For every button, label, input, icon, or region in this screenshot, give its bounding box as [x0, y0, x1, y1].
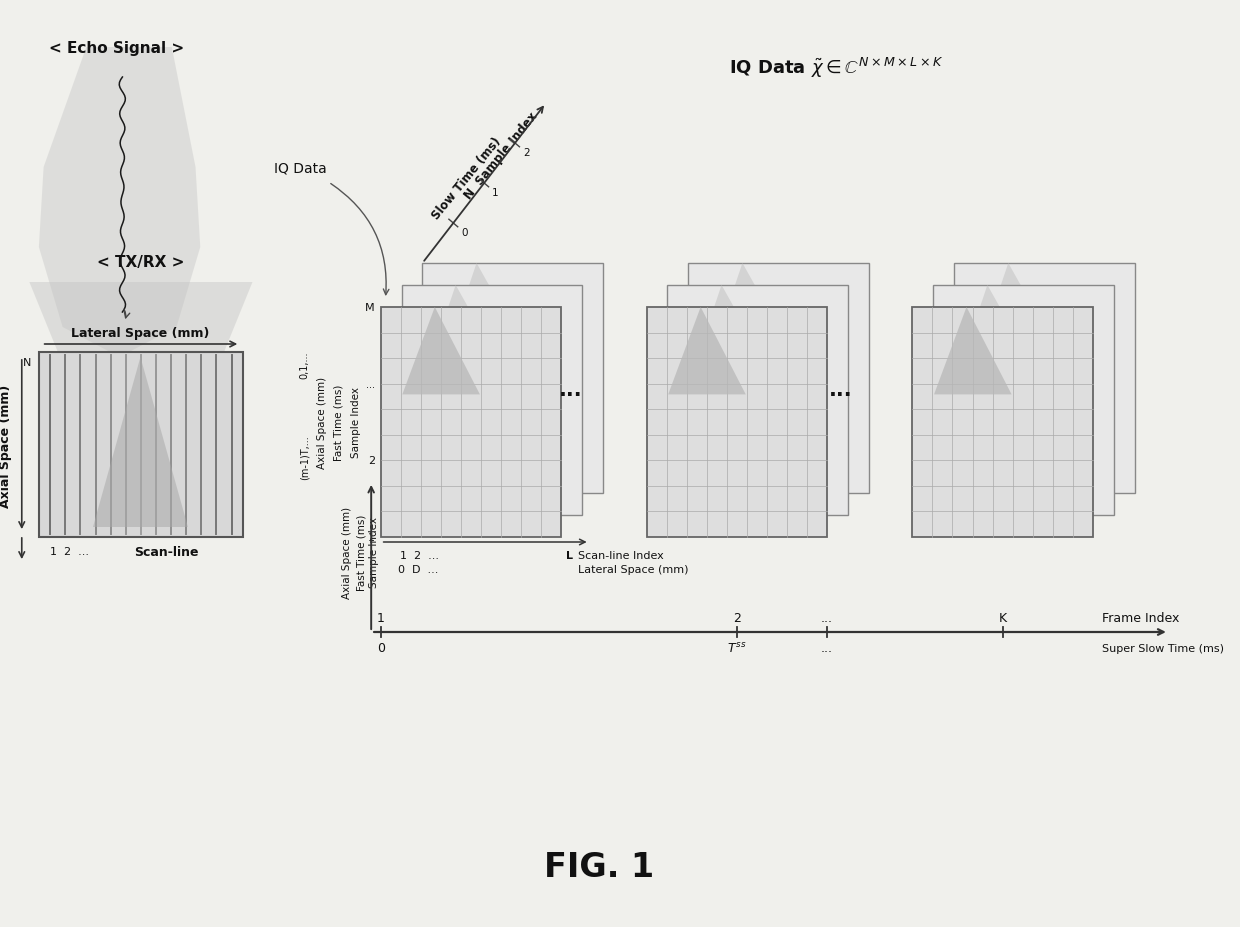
Polygon shape	[981, 263, 1054, 344]
Text: 1: 1	[492, 188, 498, 198]
Polygon shape	[668, 308, 745, 395]
Polygon shape	[30, 283, 253, 352]
Polygon shape	[934, 308, 1012, 395]
Polygon shape	[960, 286, 1033, 366]
Bar	[423, 263, 603, 493]
Text: Fast Time (ms): Fast Time (ms)	[334, 385, 343, 461]
Text: IQ Data $\tilde{\chi} \in \mathbb{C}^{N\times M\times L\times K}$: IQ Data $\tilde{\chi} \in \mathbb{C}^{N\…	[729, 56, 944, 80]
Text: 0  D  ...: 0 D ...	[398, 565, 438, 575]
Text: Axial Space (mm): Axial Space (mm)	[342, 506, 352, 599]
Text: ...: ...	[830, 379, 853, 400]
Bar	[381, 308, 560, 538]
Text: Sample Index: Sample Index	[370, 517, 379, 588]
Text: Lateral Space (mm): Lateral Space (mm)	[578, 565, 688, 575]
Polygon shape	[38, 48, 201, 358]
Text: Scan-line: Scan-line	[134, 545, 198, 558]
Text: 2: 2	[523, 148, 529, 159]
Polygon shape	[715, 263, 787, 344]
Polygon shape	[402, 308, 480, 395]
Text: M: M	[366, 303, 374, 312]
Text: N: N	[22, 358, 31, 368]
Text: K: K	[998, 611, 1007, 624]
Text: ...: ...	[366, 379, 374, 389]
Text: < Echo Signal >: < Echo Signal >	[50, 41, 185, 56]
Text: Frame Index: Frame Index	[1102, 611, 1179, 624]
Text: N  Sample Index: N Sample Index	[463, 109, 541, 202]
Text: ...: ...	[559, 379, 583, 400]
Bar	[688, 263, 869, 493]
Text: 1: 1	[377, 611, 384, 624]
Text: Axial Space (mm): Axial Space (mm)	[0, 384, 12, 507]
Text: 1  2  ...: 1 2 ...	[399, 551, 439, 561]
Bar	[667, 286, 848, 515]
Text: IQ Data: IQ Data	[274, 160, 326, 175]
Text: $T^{ss}$: $T^{ss}$	[727, 641, 746, 655]
Text: Slow Time (ms): Slow Time (ms)	[430, 135, 505, 222]
Text: 2: 2	[733, 611, 740, 624]
Bar	[913, 308, 1092, 538]
Text: FIG. 1: FIG. 1	[544, 851, 655, 883]
Text: 0: 0	[461, 228, 467, 238]
Polygon shape	[694, 286, 766, 366]
Text: < TX/RX >: < TX/RX >	[97, 255, 185, 270]
Text: Axial Space (mm): Axial Space (mm)	[316, 376, 327, 468]
Polygon shape	[93, 358, 188, 527]
Text: ...: ...	[821, 641, 833, 654]
Text: L: L	[565, 551, 573, 561]
Polygon shape	[429, 286, 501, 366]
Text: 1  2  ...: 1 2 ...	[51, 546, 89, 556]
Polygon shape	[450, 263, 522, 344]
Bar	[954, 263, 1135, 493]
Text: Sample Index: Sample Index	[351, 387, 361, 458]
Text: 1: 1	[368, 532, 374, 542]
Text: 0: 0	[377, 641, 384, 654]
Text: Lateral Space (mm): Lateral Space (mm)	[71, 326, 210, 339]
Bar	[38, 352, 243, 538]
Text: 2: 2	[368, 456, 374, 466]
Text: 0,1,...: 0,1,...	[300, 351, 310, 379]
Text: Scan-line Index: Scan-line Index	[578, 551, 663, 561]
Bar	[934, 286, 1114, 515]
Text: (m-1)T,...: (m-1)T,...	[300, 435, 310, 479]
Bar	[402, 286, 582, 515]
Text: Fast Time (ms): Fast Time (ms)	[357, 514, 367, 590]
Text: Super Slow Time (ms): Super Slow Time (ms)	[1102, 643, 1224, 654]
Text: ...: ...	[821, 611, 833, 624]
Bar	[646, 308, 827, 538]
